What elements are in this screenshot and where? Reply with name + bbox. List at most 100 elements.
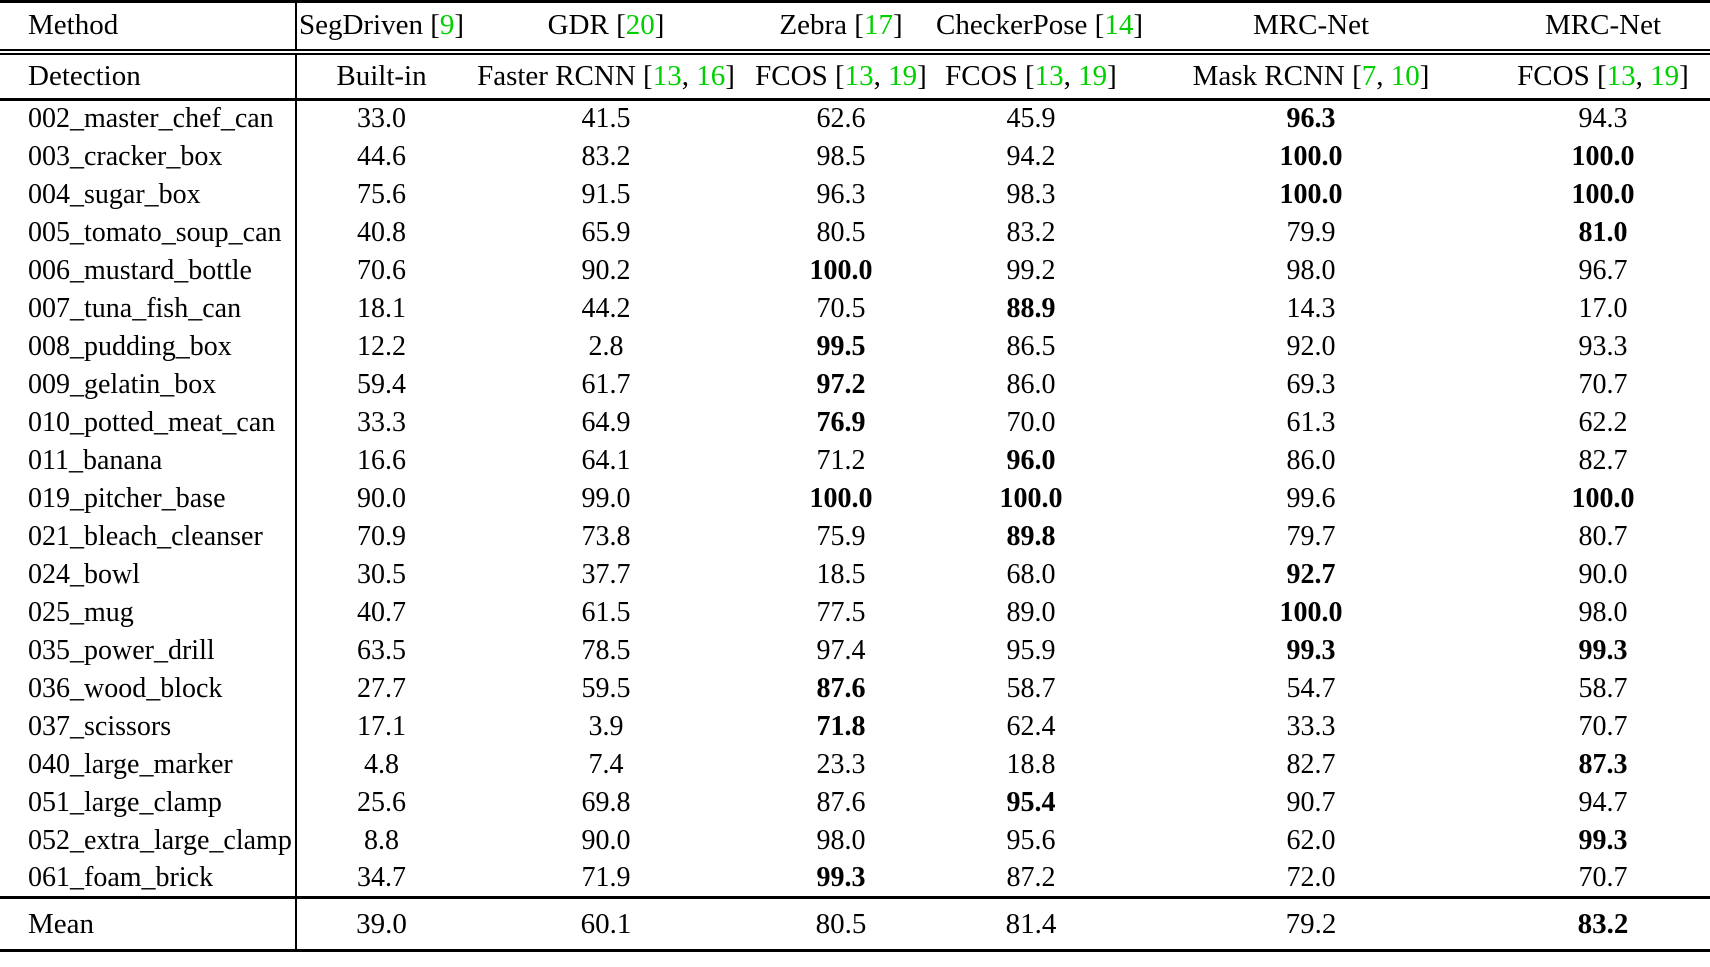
value-cell: 59.4 [357, 368, 406, 400]
value-cell: 62.0 [1286, 824, 1336, 856]
citation-link[interactable]: 10 [1390, 59, 1420, 92]
value-cell: 81.0 [1578, 216, 1628, 248]
value-cell: 79.9 [1286, 216, 1336, 248]
citation-link[interactable]: 7 [1361, 59, 1377, 92]
value-cell: 90.2 [581, 254, 631, 286]
table-row: 037_scissors 17.1 3.9 71.8 62.4 33.3 70.7 [0, 707, 1710, 746]
value-cell: 100.0 [1279, 596, 1343, 628]
value-cell: 71.9 [581, 861, 631, 893]
object-name-cell: 024_bowl [0, 555, 297, 594]
detection-header-cell: FCOS [13, 19] [755, 59, 927, 92]
value-cell: 75.6 [357, 178, 406, 210]
value-cell: 83.2 [581, 140, 631, 172]
table-row: 006_mustard_bottle 70.6 90.2 100.0 99.2 98.0 9… [0, 251, 1710, 290]
value-cell: 70.7 [1578, 861, 1628, 893]
value-cell: 33.0 [357, 103, 406, 135]
value-cell: 72.0 [1286, 861, 1336, 893]
value-cell: 8.8 [364, 824, 399, 856]
table-row: 051_large_clamp 25.6 69.8 87.6 95.4 90.7 94.7 [0, 783, 1710, 822]
object-name-cell: 052_extra_large_clamp [0, 821, 297, 860]
value-cell: 68.0 [1006, 558, 1056, 590]
value-cell: 70.5 [816, 292, 866, 324]
value-cell: 97.4 [816, 634, 866, 666]
detection-header-cell: Mask RCNN [7, 10] [1192, 59, 1430, 92]
table-footer: Mean 39.0 60.1 80.5 81.4 79.2 83.2 [0, 897, 1710, 951]
value-cell: 18.1 [357, 292, 406, 324]
detection-header-row: Detection Built-in Faster RCNN [13, 16] FCO… [0, 51, 1710, 100]
table-row: 007_tuna_fish_can 18.1 44.2 70.5 88.9 14.3 17.… [0, 289, 1710, 328]
value-cell: 100.0 [1279, 178, 1343, 210]
object-name-cell: 007_tuna_fish_can [0, 289, 297, 328]
value-cell: 100.0 [999, 482, 1063, 514]
citation-link[interactable]: 19 [888, 59, 918, 92]
value-cell: 86.0 [1286, 444, 1336, 476]
value-cell: 90.0 [1578, 558, 1628, 590]
value-cell: 83.2 [1006, 216, 1056, 248]
value-cell: 23.3 [816, 748, 866, 780]
value-cell: 92.0 [1286, 330, 1336, 362]
citation-link[interactable]: 16 [696, 59, 726, 92]
object-name-cell: 040_large_marker [0, 745, 297, 784]
detection-header-cell: Built-in [336, 59, 427, 92]
object-name-cell: 019_pitcher_base [0, 479, 297, 518]
value-cell: 18.5 [816, 558, 866, 590]
value-cell: 86.0 [1006, 368, 1056, 400]
citation-link[interactable]: 9 [439, 9, 455, 42]
value-cell: 98.0 [816, 824, 866, 856]
value-cell: 100.0 [1571, 140, 1635, 172]
value-cell: 96.7 [1578, 254, 1628, 286]
object-name-cell: 005_tomato_soup_can [0, 213, 297, 252]
value-cell: 30.5 [357, 558, 406, 590]
table-row: 036_wood_block 27.7 59.5 87.6 58.7 54.7 58.7 [0, 669, 1710, 708]
value-cell: 100.0 [1279, 140, 1343, 172]
value-cell: 33.3 [1286, 710, 1336, 742]
citation-link[interactable]: 13 [844, 59, 874, 92]
table-row: 019_pitcher_base 90.0 99.0 100.0 100.0 99.6 10… [0, 479, 1710, 518]
citation-link[interactable]: 14 [1104, 9, 1134, 42]
citation-link[interactable]: 20 [625, 9, 655, 42]
citation-link[interactable]: 13 [652, 59, 682, 92]
value-cell: 98.3 [1006, 178, 1056, 210]
table-header: Method SegDriven [9] GDR [20] Zebra [17] Che… [0, 1, 1710, 100]
citation-link[interactable]: 19 [1078, 59, 1108, 92]
value-cell: 87.6 [816, 672, 866, 704]
value-cell: 91.5 [581, 178, 631, 210]
object-name-cell: 021_bleach_cleanser [0, 517, 297, 556]
mean-row: Mean 39.0 60.1 80.5 81.4 79.2 83.2 [0, 897, 1710, 951]
value-cell: 17.1 [357, 710, 406, 742]
value-cell: 95.9 [1006, 634, 1056, 666]
value-cell: 59.5 [581, 672, 631, 704]
table-row: 024_bowl 30.5 37.7 18.5 68.0 92.7 90.0 [0, 555, 1710, 594]
object-name-cell: 003_cracker_box [0, 137, 297, 176]
citation-link[interactable]: 19 [1650, 59, 1680, 92]
value-cell: 99.6 [1286, 482, 1336, 514]
table-row: 005_tomato_soup_can 40.8 65.9 80.5 83.2 79.9 8… [0, 213, 1710, 252]
object-name-cell: 010_potted_meat_can [0, 403, 297, 442]
object-name-cell: 025_mug [0, 593, 297, 632]
table-row: 040_large_marker 4.8 7.4 23.3 18.8 82.7 87.3 [0, 745, 1710, 784]
value-cell: 90.0 [581, 824, 631, 856]
value-cell: 77.5 [816, 596, 866, 628]
value-cell: 99.3 [1578, 634, 1628, 666]
value-cell: 87.6 [816, 786, 866, 818]
value-cell: 98.0 [1286, 254, 1336, 286]
citation-link[interactable]: 17 [863, 9, 893, 42]
object-name-cell: 004_sugar_box [0, 175, 297, 214]
value-cell: 88.9 [1006, 292, 1056, 324]
value-cell: 87.3 [1578, 748, 1628, 780]
value-cell: 89.8 [1006, 520, 1056, 552]
value-cell: 7.4 [588, 748, 624, 780]
value-cell: 94.3 [1578, 103, 1628, 135]
object-name-cell: 009_gelatin_box [0, 365, 297, 404]
table-row: 009_gelatin_box 59.4 61.7 97.2 86.0 69.3 70.7 [0, 365, 1710, 404]
value-cell: 27.7 [357, 672, 406, 704]
citation-link[interactable]: 13 [1606, 59, 1636, 92]
citation-link[interactable]: 13 [1034, 59, 1064, 92]
mean-value-cell: 80.5 [815, 907, 867, 940]
value-cell: 96.3 [816, 178, 866, 210]
value-cell: 100.0 [809, 482, 873, 514]
detection-header-cell: FCOS [13, 19] [1517, 59, 1689, 92]
method-header-cell: MRC-Net [1253, 9, 1369, 42]
detection-header-cell: FCOS [13, 19] [945, 59, 1117, 92]
value-cell: 62.2 [1578, 406, 1628, 438]
